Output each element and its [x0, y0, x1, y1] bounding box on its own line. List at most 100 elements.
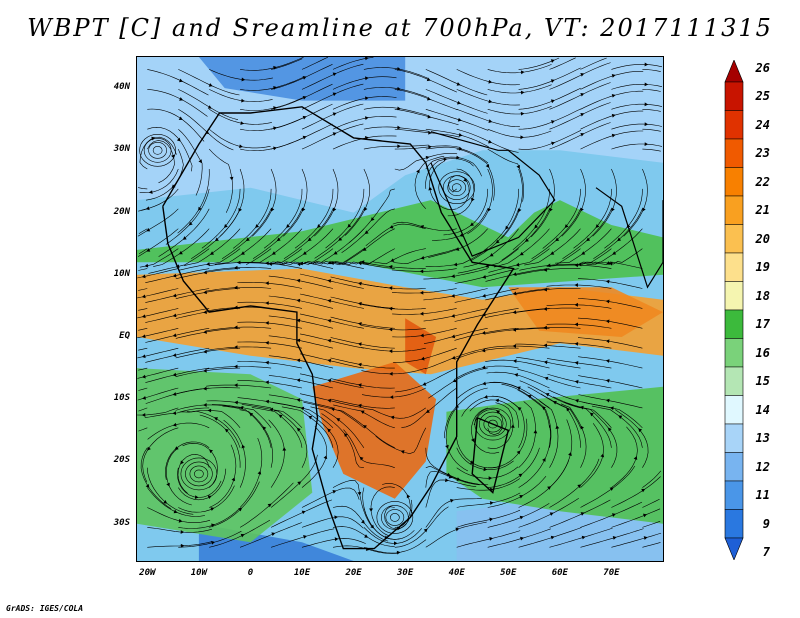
streamline-arrow	[516, 164, 520, 169]
streamline	[414, 155, 445, 210]
streamline	[549, 102, 611, 130]
streamline	[178, 109, 234, 151]
streamline	[138, 268, 148, 271]
streamline-arrow	[176, 137, 181, 142]
streamline-arrow	[520, 111, 525, 116]
streamline	[147, 89, 208, 117]
colorbar-segment	[724, 281, 744, 311]
streamline-arrow	[278, 414, 283, 419]
streamline	[524, 228, 581, 266]
streamline	[186, 410, 241, 448]
streamline-arrow	[146, 248, 151, 252]
streamline	[272, 248, 334, 265]
streamline	[493, 228, 550, 268]
streamline-arrow	[238, 507, 243, 512]
streamline-arrow	[451, 293, 455, 298]
eddy-ring	[148, 142, 167, 159]
colorbar-level-label: 12	[755, 459, 770, 474]
streamline-arrow	[241, 77, 246, 82]
streamline-arrow	[172, 353, 177, 357]
streamline	[483, 188, 519, 251]
streamline	[308, 228, 365, 265]
streamline	[547, 373, 612, 389]
streamline-arrow	[327, 378, 332, 383]
colorbar-level-label: 20	[755, 231, 770, 246]
streamline-arrow	[271, 532, 276, 536]
streamline-arrow	[612, 251, 617, 255]
streamline	[299, 373, 364, 389]
streamline	[330, 398, 395, 409]
streamline-arrow	[141, 334, 146, 339]
streamline-arrow	[566, 407, 571, 412]
streamline-arrow	[357, 321, 362, 326]
streamline	[501, 168, 523, 239]
streamline	[363, 67, 428, 79]
streamline	[456, 466, 519, 479]
streamline	[165, 188, 210, 245]
streamline	[271, 103, 333, 130]
colorbar-level-label: 23	[755, 146, 770, 161]
lon-label: 40E	[448, 568, 465, 578]
streamline	[209, 128, 271, 149]
streamline	[144, 407, 210, 418]
streamline	[456, 530, 521, 548]
streamline	[517, 368, 581, 389]
streamline-arrow	[357, 383, 362, 388]
streamline-arrow	[514, 373, 519, 377]
streamline	[542, 188, 581, 249]
indian-ocean-green-shading	[446, 386, 663, 524]
streamline-arrow	[488, 139, 493, 144]
streamline-arrow	[265, 380, 269, 385]
streamline	[361, 347, 426, 352]
streamline-arrow	[580, 207, 584, 212]
streamline	[206, 400, 272, 409]
streamline-arrow	[577, 484, 582, 489]
streamline	[301, 83, 364, 110]
streamline	[580, 528, 644, 548]
streamline-arrow	[390, 415, 395, 420]
streamline	[454, 268, 519, 284]
streamline-arrow	[388, 286, 393, 290]
streamline	[178, 89, 239, 120]
lon-label: 50E	[500, 568, 517, 578]
streamline	[429, 160, 457, 211]
eddy-ring	[438, 171, 476, 204]
streamline	[303, 409, 339, 468]
streamline-arrow	[265, 340, 269, 345]
streamline-arrow	[496, 410, 501, 414]
streamline-arrow	[638, 428, 643, 433]
streamline	[137, 228, 179, 257]
colorbar-segment	[724, 309, 744, 339]
streamline	[363, 126, 429, 132]
streamline	[392, 221, 457, 231]
streamline-arrow	[453, 262, 458, 267]
streamline-arrow	[188, 221, 193, 226]
streamline	[221, 208, 272, 259]
streamline	[549, 122, 611, 150]
streamline	[580, 110, 644, 130]
streamline	[425, 146, 489, 164]
streamline	[301, 103, 364, 130]
streamline-arrow	[611, 74, 616, 78]
streamline	[314, 208, 365, 259]
streamline	[519, 380, 581, 409]
streamline-arrow	[233, 265, 238, 270]
streamline-arrow	[644, 62, 649, 67]
streamline-arrow	[333, 251, 338, 255]
streamline-arrow	[568, 452, 572, 456]
streamline	[165, 447, 192, 506]
streamline-arrow	[172, 333, 177, 338]
streamline	[471, 407, 500, 454]
streamline	[553, 396, 612, 428]
streamline	[611, 426, 638, 488]
streamline-arrow	[172, 313, 177, 318]
streamline	[240, 97, 304, 111]
colorbar-bottom-triangle	[724, 537, 744, 560]
streamline	[268, 315, 334, 329]
streamline-arrow	[178, 78, 183, 83]
streamline-arrow	[265, 360, 269, 365]
streamline	[611, 103, 663, 110]
streamline-arrow	[327, 279, 332, 283]
streamline	[148, 248, 210, 274]
streamline	[223, 419, 246, 488]
